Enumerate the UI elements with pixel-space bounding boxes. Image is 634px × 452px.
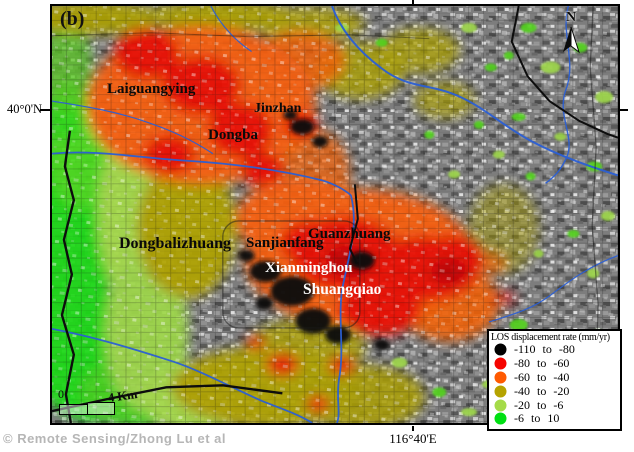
north-arrow-label: N: [565, 10, 577, 25]
legend-swatch-icon: [494, 385, 507, 398]
legend-item: -40 to -20: [491, 384, 618, 398]
longitude-tick-top: [412, 0, 414, 4]
legend-item: -20 to -6: [491, 398, 618, 412]
scale-bar-zero-label: 0: [58, 387, 64, 401]
scale-bar-segment: [87, 402, 115, 415]
legend-swatch-icon: [494, 399, 507, 412]
place-label-laiguangying: Laiguangying: [107, 81, 196, 97]
legend-range: -6 to 10: [514, 411, 560, 426]
place-label-shuangqiao: Shuangqiao: [303, 281, 382, 298]
scale-bar: [59, 402, 115, 415]
legend: LOS displacement rate (mm/yr) -110 to -8…: [487, 329, 622, 431]
legend-swatch-icon: [494, 412, 507, 425]
longitude-label: 116°40'E: [389, 431, 437, 446]
north-arrow: N: [558, 10, 584, 59]
latitude-label: 40°0'N: [6, 102, 42, 116]
roads-boundaries: [52, 6, 618, 423]
place-label-xianminghou: Xianminghou: [265, 260, 353, 276]
legend-title: LOS displacement rate (mm/yr): [491, 332, 610, 343]
legend-range: -40 to -20: [514, 383, 570, 398]
legend-item: -80 to -60: [491, 356, 618, 371]
legend-swatch-icon: [494, 371, 507, 384]
place-label-dongba: Dongba: [208, 127, 259, 143]
panel-label: (b): [60, 8, 85, 30]
legend-swatch-icon: [494, 343, 507, 356]
map-panel: (b) Laiguangying Jinzhan Dongba Dongbali…: [50, 4, 620, 425]
map-image: [52, 6, 618, 423]
rivers: [52, 6, 618, 423]
place-label-sanjianfang: Sanjianfang: [246, 235, 324, 251]
legend-item: -60 to -40: [491, 370, 618, 385]
scale-bar-segment: [59, 404, 88, 415]
place-label-dongbalizhuang: Dongbalizhuang: [119, 235, 232, 252]
longitude-tick-bottom: [412, 426, 414, 431]
legend-item: -6 to 10: [491, 411, 618, 426]
latitude-tick-right: [620, 109, 628, 111]
legend-swatch-icon: [494, 357, 507, 370]
watermark-credit: © Remote Sensing/Zhong Lu et al: [3, 431, 226, 446]
latitude-tick-left: [40, 109, 50, 111]
legend-range: -60 to -40: [514, 370, 570, 384]
legend-range: -80 to -60: [514, 356, 570, 371]
place-label-guanzhuang: Guanzhuang: [308, 226, 391, 242]
legend-item: -110 to -80: [491, 342, 618, 357]
place-label-jinzhan: Jinzhan: [254, 101, 302, 116]
legend-range: -20 to -6: [514, 397, 564, 412]
north-arrow-icon: [563, 26, 580, 54]
legend-range: -110 to -80: [514, 342, 575, 357]
